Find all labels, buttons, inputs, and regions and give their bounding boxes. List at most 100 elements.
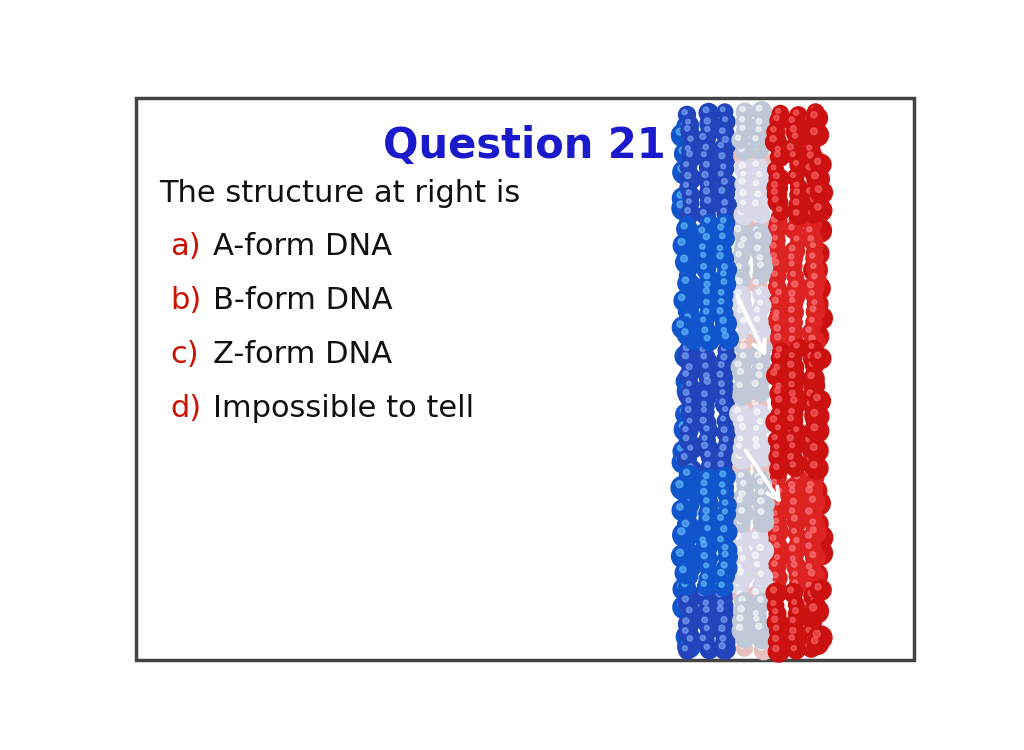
Circle shape (737, 314, 755, 332)
Circle shape (714, 511, 733, 530)
Circle shape (717, 245, 723, 250)
Circle shape (720, 635, 726, 641)
Circle shape (683, 427, 688, 431)
Circle shape (807, 400, 812, 406)
Circle shape (772, 271, 777, 276)
Text: A-form DNA: A-form DNA (213, 232, 392, 262)
Circle shape (794, 189, 800, 194)
Circle shape (684, 442, 700, 458)
Circle shape (770, 112, 788, 130)
Circle shape (699, 227, 705, 233)
Circle shape (754, 456, 774, 477)
Circle shape (773, 236, 777, 240)
Circle shape (680, 169, 700, 189)
Circle shape (740, 318, 746, 323)
Circle shape (698, 230, 720, 250)
Circle shape (787, 144, 794, 150)
Circle shape (738, 209, 744, 214)
Circle shape (736, 443, 741, 448)
Circle shape (773, 172, 779, 178)
Circle shape (794, 160, 799, 166)
Circle shape (701, 448, 719, 465)
Circle shape (806, 447, 811, 452)
Circle shape (688, 280, 693, 284)
Circle shape (698, 398, 714, 414)
Circle shape (678, 516, 699, 538)
Circle shape (774, 115, 779, 121)
Circle shape (805, 564, 827, 586)
Circle shape (722, 332, 728, 338)
Circle shape (679, 614, 698, 634)
Circle shape (700, 640, 718, 658)
Circle shape (787, 512, 807, 531)
Circle shape (696, 344, 713, 360)
Circle shape (758, 644, 764, 650)
Circle shape (773, 464, 779, 470)
Circle shape (739, 424, 745, 430)
Circle shape (737, 390, 742, 395)
Circle shape (703, 308, 709, 314)
Circle shape (734, 487, 755, 507)
Circle shape (753, 589, 758, 595)
Circle shape (699, 571, 716, 587)
Circle shape (772, 196, 778, 202)
Circle shape (721, 217, 726, 223)
Circle shape (736, 631, 754, 648)
Circle shape (810, 519, 815, 524)
Circle shape (808, 373, 814, 379)
Circle shape (705, 452, 710, 457)
Circle shape (774, 310, 779, 315)
Circle shape (752, 322, 770, 341)
Circle shape (774, 472, 778, 477)
Circle shape (785, 113, 804, 131)
Circle shape (794, 110, 799, 116)
Circle shape (737, 477, 754, 494)
Circle shape (770, 587, 776, 593)
Circle shape (771, 479, 776, 484)
Circle shape (683, 196, 698, 211)
Text: a): a) (171, 232, 202, 262)
Circle shape (736, 332, 754, 350)
Circle shape (807, 294, 828, 314)
Circle shape (700, 417, 707, 423)
Circle shape (685, 460, 700, 477)
Circle shape (802, 160, 820, 179)
Circle shape (678, 165, 685, 172)
Circle shape (755, 450, 761, 457)
Circle shape (804, 455, 824, 476)
Circle shape (813, 630, 820, 638)
Circle shape (785, 333, 803, 350)
Circle shape (767, 366, 786, 386)
Circle shape (735, 533, 741, 539)
Circle shape (703, 288, 710, 294)
Circle shape (811, 461, 817, 468)
Circle shape (750, 133, 766, 149)
Circle shape (787, 435, 794, 441)
Circle shape (757, 105, 762, 111)
Circle shape (772, 286, 790, 304)
Circle shape (682, 582, 687, 586)
Circle shape (686, 151, 692, 157)
Circle shape (685, 290, 691, 296)
Circle shape (750, 277, 767, 293)
Circle shape (755, 307, 759, 312)
Circle shape (806, 508, 812, 515)
Circle shape (671, 476, 694, 500)
Circle shape (696, 537, 717, 558)
Circle shape (808, 379, 814, 386)
Circle shape (694, 586, 715, 605)
Circle shape (771, 561, 777, 566)
Circle shape (815, 311, 821, 318)
Circle shape (755, 568, 772, 586)
Circle shape (720, 445, 726, 451)
Text: Z-form DNA: Z-form DNA (213, 340, 392, 369)
Circle shape (699, 603, 718, 622)
Circle shape (804, 368, 824, 388)
Circle shape (686, 381, 691, 386)
Circle shape (809, 496, 815, 502)
Circle shape (703, 508, 710, 514)
Circle shape (795, 474, 800, 478)
Circle shape (755, 316, 760, 322)
Circle shape (754, 206, 770, 224)
Circle shape (736, 640, 753, 656)
